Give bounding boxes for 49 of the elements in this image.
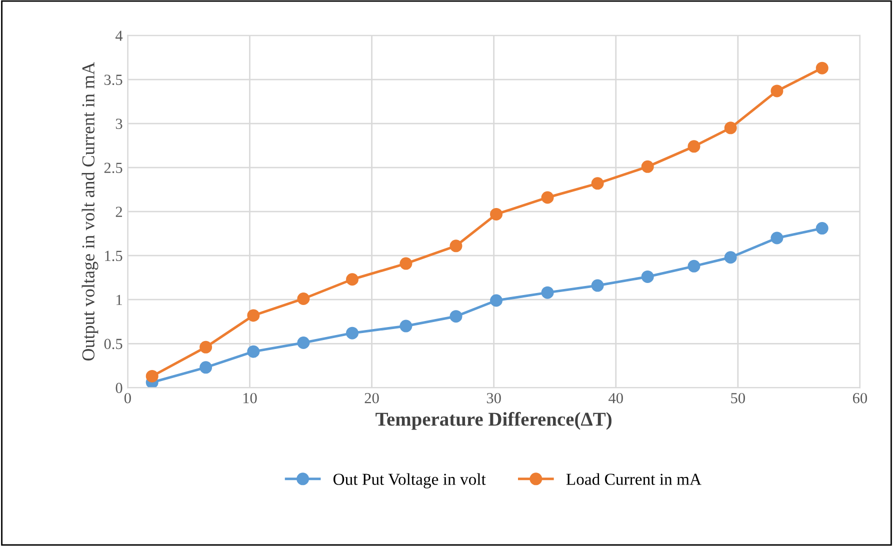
- point: [247, 309, 260, 322]
- x-tick-label: 40: [608, 392, 623, 404]
- x-tick-label: 50: [731, 392, 745, 404]
- point: [490, 208, 503, 220]
- point: [591, 279, 604, 292]
- point: [724, 251, 737, 264]
- point: [688, 140, 700, 153]
- y-tick-label: 3.5: [104, 74, 122, 86]
- point: [688, 260, 700, 272]
- point: [541, 286, 554, 299]
- point: [450, 310, 462, 323]
- point: [297, 336, 310, 350]
- point: [816, 62, 828, 74]
- point: [591, 177, 604, 190]
- point: [641, 160, 654, 173]
- point: [816, 222, 828, 235]
- y-axis-title: Output voltage in volt and Current in mA: [82, 62, 98, 361]
- x-tick-label: 30: [486, 392, 501, 404]
- point: [770, 232, 784, 244]
- point: [641, 270, 654, 283]
- point: [541, 191, 554, 204]
- y-tick-label: 2: [116, 206, 122, 217]
- point: [724, 122, 737, 134]
- point: [490, 294, 503, 307]
- y-tick-label: 4: [115, 30, 123, 41]
- y-tick-label: 0: [116, 382, 122, 394]
- point: [450, 240, 462, 252]
- point: [200, 340, 212, 354]
- x-tick-label: 0: [124, 392, 131, 404]
- x-tick-label: 20: [364, 392, 379, 404]
- y-tick-label: 0.5: [104, 338, 122, 350]
- legend-label: Out Put Voltage in volt: [333, 473, 486, 488]
- point: [400, 320, 412, 332]
- point: [247, 345, 260, 358]
- point: [200, 361, 212, 374]
- y-tick-label: 2.5: [104, 162, 122, 174]
- x-axis-title: Temperature Difference(ΔT): [376, 412, 612, 430]
- y-tick-label: 1.5: [105, 250, 122, 262]
- point: [297, 292, 310, 305]
- legend-label: Load Current in mA: [566, 473, 702, 485]
- point: [346, 326, 359, 340]
- x-tick-label: 10: [243, 392, 257, 404]
- point: [346, 273, 359, 286]
- y-tick-label: 1: [116, 294, 122, 305]
- x-tick-label: 60: [852, 392, 868, 404]
- point: [146, 370, 158, 382]
- y-tick-label: 3: [116, 118, 122, 129]
- point: [770, 84, 784, 98]
- point: [400, 257, 412, 270]
